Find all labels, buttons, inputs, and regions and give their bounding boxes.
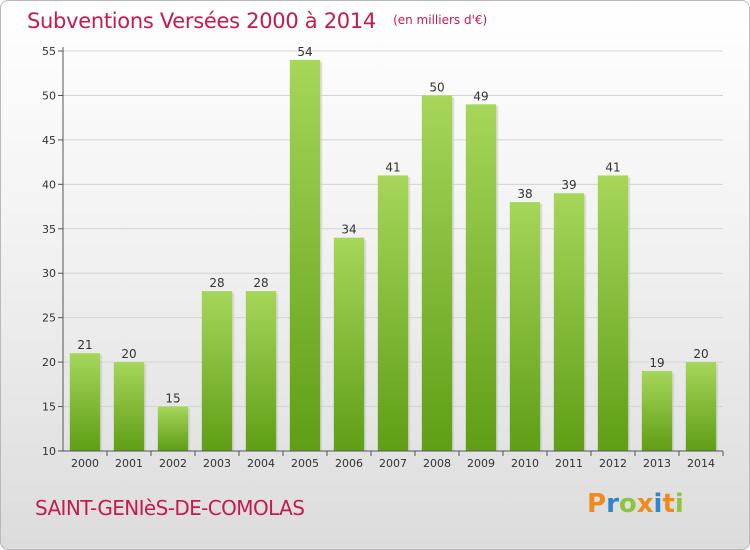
axis-layer: 10 15 20 25 30 35 40 45 50 55 2000 2001 2002 2003 2004…: [42, 45, 724, 470]
x-tick-label: 2001: [115, 457, 143, 470]
chart-title: Subventions Versées 2000 à 2014: [27, 9, 376, 33]
x-tick-label: 2014: [687, 457, 715, 470]
data-label: 41: [385, 160, 400, 174]
logo-letter: o: [618, 489, 637, 519]
y-tick-label: 20: [42, 356, 56, 369]
x-tick-label: 2013: [643, 457, 671, 470]
x-tick-label: 2009: [467, 457, 495, 470]
bar-2005: [289, 59, 321, 452]
x-tick-label: 2008: [423, 457, 451, 470]
bar-2000: [69, 353, 101, 451]
data-label: 38: [517, 187, 532, 201]
bar-2002: [157, 406, 189, 451]
data-label: 20: [693, 347, 708, 361]
data-label: 28: [209, 276, 224, 290]
x-tick-label: 2012: [599, 457, 627, 470]
bar-2007: [377, 175, 409, 451]
x-tick-label: 2011: [555, 457, 583, 470]
data-label: 19: [649, 356, 664, 370]
logo-letter: r: [606, 489, 619, 519]
x-tick-label: 2006: [335, 457, 363, 470]
logo-letter: P: [587, 489, 607, 519]
data-label: 21: [77, 338, 92, 352]
bar-2011: [553, 193, 585, 451]
y-tick-label: 15: [42, 401, 56, 414]
logo-letter: i: [653, 489, 663, 519]
bar-2001: [113, 362, 145, 451]
bar-2013: [641, 371, 673, 451]
bar-2014: [685, 362, 717, 451]
bar-2009: [465, 104, 497, 451]
y-tick-label: 25: [42, 312, 56, 325]
y-tick-label: 45: [42, 134, 56, 147]
bar-2004: [245, 291, 277, 451]
bar-2006: [333, 237, 365, 451]
y-tick-label: 30: [42, 267, 56, 280]
bar-layer: 21 20 15 28 28 54 34 41 50 49 38 39 41 19 20: [69, 45, 719, 452]
y-tick-label: 55: [42, 45, 56, 58]
proxiti-logo: Proxiti: [587, 489, 684, 519]
x-tick-label: 2007: [379, 457, 407, 470]
bar-2010: [509, 202, 541, 451]
bar-2003: [201, 291, 233, 451]
x-tick-label: 2003: [203, 457, 231, 470]
data-label: 39: [561, 178, 576, 192]
x-tick-label: 2010: [511, 457, 539, 470]
data-label: 41: [605, 160, 620, 174]
data-label: 20: [121, 347, 136, 361]
data-label: 54: [297, 45, 312, 59]
commune-name: SAINT-GENIèS-DE-COMOLAS: [35, 496, 305, 520]
y-tick-label: 40: [42, 178, 56, 191]
logo-letter: t: [662, 489, 675, 519]
bar-2008: [421, 95, 453, 451]
y-tick-label: 10: [42, 445, 56, 458]
x-tick-label: 2004: [247, 457, 275, 470]
x-tick-label: 2000: [71, 457, 99, 470]
data-label: 50: [429, 80, 444, 94]
data-label: 15: [165, 392, 180, 406]
data-label: 34: [341, 223, 356, 237]
logo-letter: i: [674, 489, 684, 519]
chart-subtitle: (en milliers d'€): [393, 13, 488, 27]
chart-header: Subventions Versées 2000 à 2014 (en mill…: [27, 9, 487, 33]
logo-letter: x: [636, 489, 654, 519]
y-tick-label: 50: [42, 89, 56, 102]
x-tick-label: 2002: [159, 457, 187, 470]
data-label: 49: [473, 89, 488, 103]
x-tick-label: 2005: [291, 457, 319, 470]
data-label: 28: [253, 276, 268, 290]
y-tick-label: 35: [42, 223, 56, 236]
bar-2012: [597, 175, 629, 451]
